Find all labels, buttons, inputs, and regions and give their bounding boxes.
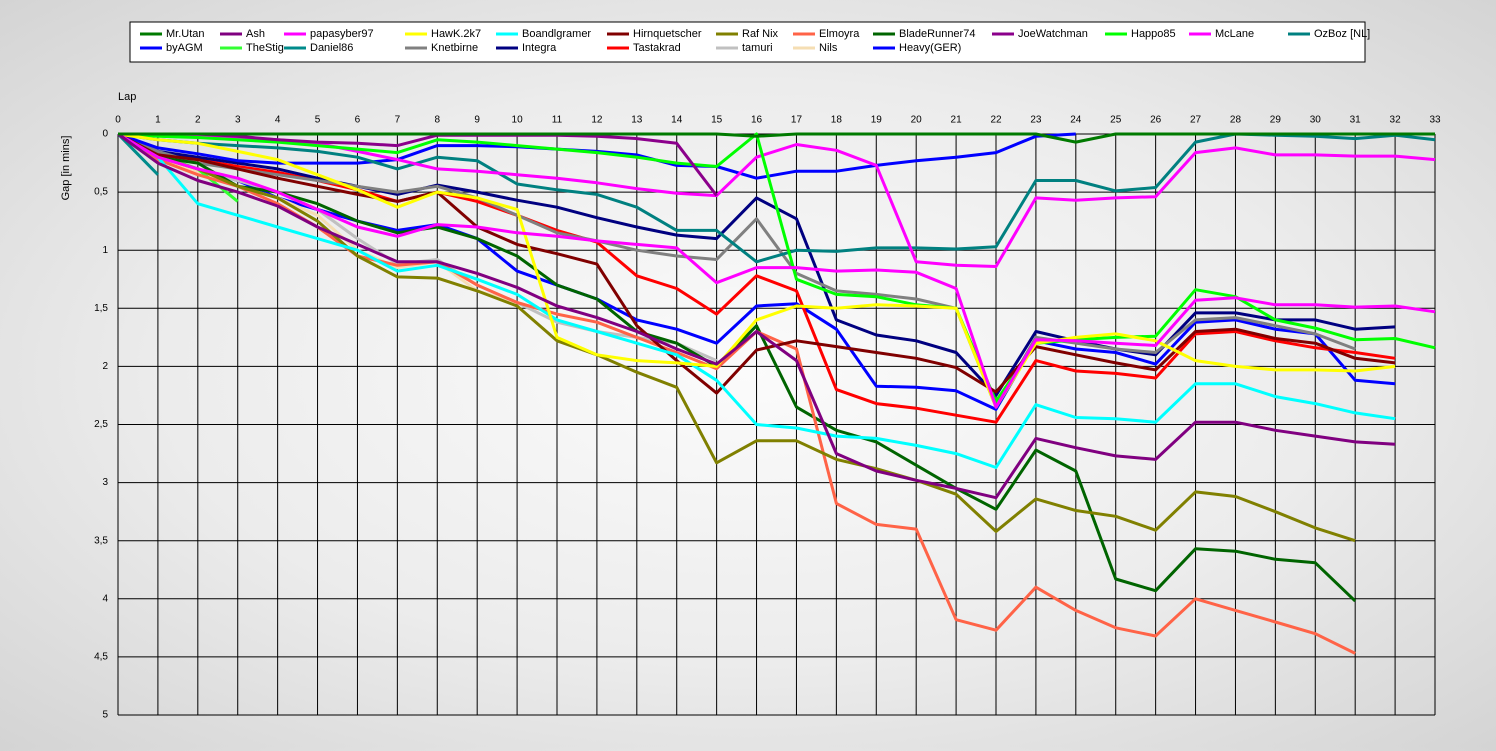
x-axis-label: Lap	[118, 91, 136, 103]
x-tick-label: 3	[235, 115, 241, 126]
series-line	[117, 132, 1396, 469]
legend-label: Heavy(GER)	[899, 42, 961, 54]
x-tick-label: 17	[791, 115, 803, 126]
x-tick-label: 6	[355, 115, 361, 126]
x-tick-label: 25	[1110, 115, 1122, 126]
series-line	[117, 132, 1396, 500]
y-tick-label: 3	[102, 477, 108, 488]
y-tick-label: 5	[102, 710, 108, 721]
series-line	[117, 132, 1436, 264]
legend-label: Mr.Utan	[166, 28, 205, 40]
legend-label: Knetbirne	[431, 42, 478, 54]
legend-label: Nils	[819, 42, 838, 54]
series-line	[117, 132, 1436, 409]
legend-label: BladeRunner74	[899, 28, 975, 40]
x-tick-label: 27	[1190, 115, 1202, 126]
series-line	[116, 132, 159, 176]
x-tick-label: 2	[195, 115, 201, 126]
legend-box	[129, 21, 1366, 63]
series-line	[117, 132, 1356, 655]
x-tick-label: 20	[911, 115, 923, 126]
y-tick-label: 1	[102, 245, 108, 256]
x-tick-label: 29	[1270, 115, 1282, 126]
x-tick-label: 24	[1070, 115, 1082, 126]
y-tick-label: 3,5	[94, 535, 108, 546]
series-line	[117, 132, 1396, 409]
x-tick-label: 12	[591, 115, 603, 126]
series-line	[117, 132, 1356, 543]
x-tick-label: 9	[474, 115, 480, 126]
legend-label: McLane	[1215, 28, 1254, 40]
x-tick-label: 30	[1310, 115, 1322, 126]
legend-label: Tastakrad	[633, 42, 681, 54]
x-tick-label: 1	[155, 115, 161, 126]
y-tick-label: 2	[102, 361, 108, 372]
y-tick-label: 1,5	[94, 303, 108, 314]
legend-label: TheStig	[246, 42, 284, 54]
x-tick-label: 26	[1150, 115, 1162, 126]
y-tick-label: 4,5	[94, 652, 108, 663]
legend-label: Ash	[246, 28, 265, 40]
legend-label: byAGM	[166, 42, 203, 54]
x-tick-label: 19	[871, 115, 883, 126]
x-tick-label: 15	[711, 115, 723, 126]
series-line	[118, 132, 1435, 144]
legend-label: Daniel86	[310, 42, 353, 54]
legend-label: JoeWatchman	[1018, 28, 1088, 40]
x-tick-label: 31	[1350, 115, 1362, 126]
legend-label: OzBoz [NL]	[1314, 28, 1370, 40]
y-tick-label: 0,5	[94, 187, 108, 198]
legend-label: tamuri	[742, 42, 773, 54]
legend-label: Happo85	[1131, 28, 1176, 40]
series-line	[117, 132, 1396, 395]
y-tick-label: 2,5	[94, 419, 108, 430]
x-tick-label: 11	[552, 115, 563, 126]
legend-label: HawK.2k7	[431, 28, 481, 40]
x-tick-label: 14	[671, 115, 683, 126]
series-line	[117, 132, 1396, 411]
x-tick-label: 10	[512, 115, 524, 126]
x-tick-label: 23	[1030, 115, 1042, 126]
x-tick-label: 18	[831, 115, 843, 126]
x-tick-label: 28	[1230, 115, 1242, 126]
legend-label: papasyber97	[310, 28, 374, 40]
legend-label: Boandlgramer	[522, 28, 591, 40]
legend-label: Elmoyra	[819, 28, 860, 40]
legend-label: Integra	[522, 42, 557, 54]
y-tick-label: 0	[102, 129, 108, 140]
legend-label: Raf Nix	[742, 28, 779, 40]
x-tick-label: 4	[275, 115, 281, 126]
x-tick-label: 0	[115, 115, 121, 126]
x-tick-label: 7	[395, 115, 401, 126]
x-tick-label: 5	[315, 115, 321, 126]
x-tick-label: 13	[631, 115, 643, 126]
x-tick-label: 8	[434, 115, 440, 126]
x-tick-label: 32	[1390, 115, 1402, 126]
y-axis-label: Gap [in mins]	[60, 136, 72, 201]
x-tick-label: 21	[951, 115, 963, 126]
x-tick-label: 22	[990, 115, 1002, 126]
series-line	[117, 132, 1436, 403]
y-tick-label: 4	[102, 593, 108, 604]
x-tick-label: 16	[751, 115, 763, 126]
x-tick-label: 33	[1429, 115, 1441, 126]
series-line	[117, 132, 1356, 409]
legend-label: Hirnquetscher	[633, 28, 702, 40]
